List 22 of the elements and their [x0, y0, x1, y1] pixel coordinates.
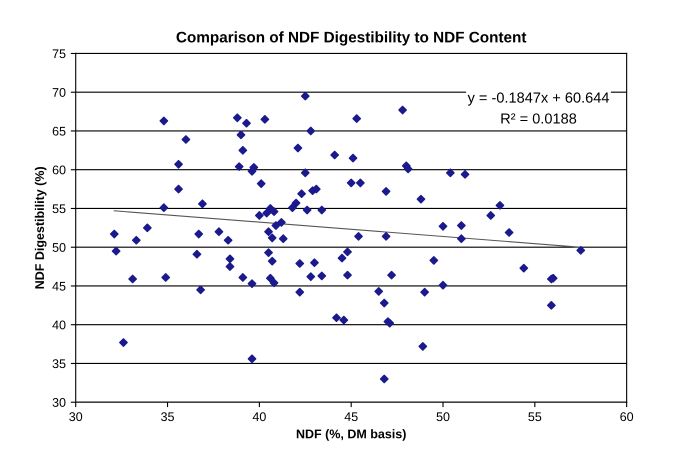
y-tick-label: 50 [52, 243, 66, 252]
y-tick-label: 45 [52, 282, 66, 291]
x-tick-label: 45 [344, 412, 358, 422]
y-tick-label: 35 [52, 359, 66, 368]
x-tick-label: 55 [528, 412, 542, 422]
y-tick-label: 75 [52, 49, 66, 58]
y-tick-label: 60 [52, 166, 66, 174]
y-tick-label: 30 [52, 398, 66, 407]
y-tick-label: 55 [52, 204, 66, 214]
chart-title: Comparison of NDF Digestibility to NDF Content [176, 31, 526, 46]
annotation: R² = 0.0188 [501, 113, 576, 124]
y-tick-label: 40 [52, 320, 66, 330]
annotation: y = -0.1847x + 60.644 [468, 92, 610, 106]
y-tick-label: 70 [52, 88, 66, 97]
x-axis-title: NDF (%, DM basis) [296, 429, 406, 441]
x-tick-label: 30 [69, 412, 82, 422]
x-tick-label: 50 [436, 412, 450, 422]
x-tick-label: 60 [620, 412, 634, 422]
x-tick-label: 40 [252, 412, 266, 422]
y-tick-label: 65 [52, 126, 66, 136]
x-tick-label: 35 [161, 412, 174, 422]
y-axis-title: NDF Digestibility (%) [34, 167, 47, 288]
